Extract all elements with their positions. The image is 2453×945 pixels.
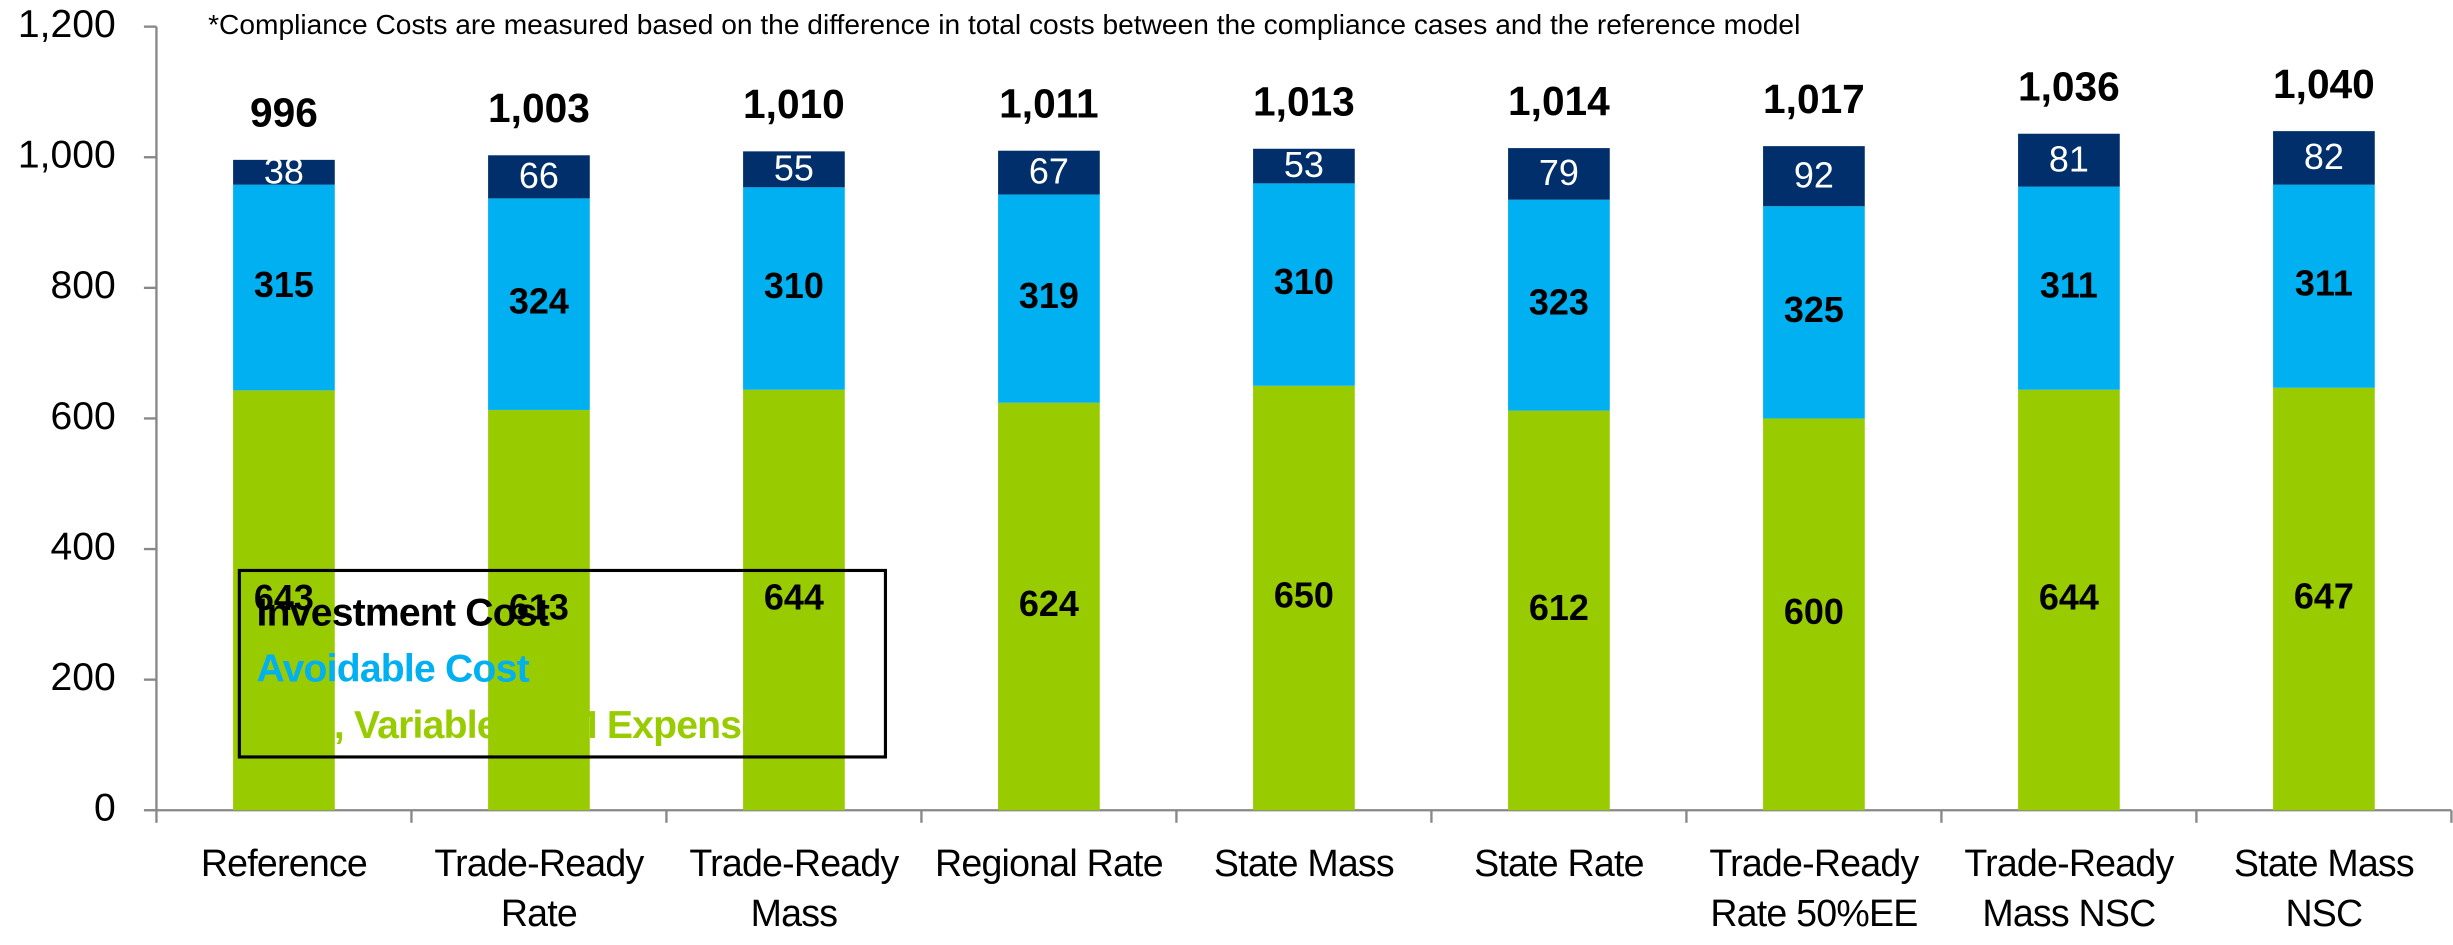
bar-segment bbox=[2273, 184, 2375, 388]
bar-segment bbox=[2018, 389, 2120, 811]
data-label: 92 bbox=[1794, 154, 1834, 195]
y-tick-label: 1,200 bbox=[18, 3, 116, 46]
x-tick-label: Trade-Ready Rate 50%EE bbox=[1709, 843, 1919, 936]
data-label: 643 bbox=[254, 577, 314, 618]
data-label: 323 bbox=[1529, 282, 1589, 323]
bar-segment bbox=[1508, 199, 1610, 411]
total-label: 1,036 bbox=[2018, 64, 2120, 110]
data-label: 315 bbox=[254, 264, 314, 305]
legend-entry: Avoidable Cost bbox=[256, 647, 530, 692]
legend-entry: Investment Cost bbox=[256, 590, 550, 635]
total-label: 1,014 bbox=[1508, 78, 1610, 124]
data-label: 55 bbox=[774, 147, 814, 188]
total-label: 1,010 bbox=[743, 81, 845, 127]
bar-segment bbox=[2018, 186, 2120, 390]
data-label: 310 bbox=[1274, 261, 1334, 302]
bar-segment bbox=[488, 198, 590, 410]
data-label: 319 bbox=[1019, 275, 1079, 316]
bar-segment bbox=[743, 389, 845, 811]
legend: Investment Cost Avoidable Cost Fuel, Varia… bbox=[237, 568, 888, 759]
x-tick-label: State Mass bbox=[1213, 843, 1395, 886]
total-label: 1,017 bbox=[1763, 76, 1865, 122]
x-tick-label: Regional Rate bbox=[935, 843, 1164, 886]
x-tick-label: Trade-Ready Rate bbox=[434, 843, 644, 936]
data-label: 644 bbox=[764, 576, 824, 617]
legend-entry: Fuel, Variable O&M Expense bbox=[256, 703, 763, 748]
data-label: 644 bbox=[2039, 576, 2099, 617]
data-label: 647 bbox=[2294, 575, 2354, 616]
x-tick-label: State Mass NSC bbox=[2233, 843, 2415, 936]
x-tick-label: Reference bbox=[200, 843, 368, 886]
total-label: 1,013 bbox=[1253, 79, 1355, 125]
data-label: 38 bbox=[264, 150, 304, 191]
bar-segment bbox=[1763, 418, 1865, 811]
data-label: 325 bbox=[1784, 289, 1844, 330]
x-tick-label: State Rate bbox=[1474, 843, 1644, 886]
data-label: 612 bbox=[1529, 587, 1589, 628]
data-label: 311 bbox=[2295, 263, 2353, 304]
bar-segment bbox=[998, 150, 1100, 195]
bar-segment bbox=[1253, 183, 1355, 386]
y-tick-label: 800 bbox=[51, 264, 116, 307]
y-tick-label: 200 bbox=[51, 656, 116, 699]
y-tick-label: 600 bbox=[51, 395, 116, 438]
bar-segment bbox=[1763, 146, 1865, 207]
bar-segment bbox=[2018, 133, 2120, 187]
bar-segment bbox=[233, 184, 335, 391]
total-label: 996 bbox=[250, 90, 318, 136]
bar-segment bbox=[1508, 148, 1610, 200]
y-tick-label: 0 bbox=[94, 787, 116, 830]
note: *Compliance Costs are measured based on … bbox=[208, 8, 1800, 40]
data-label: 82 bbox=[2304, 136, 2344, 177]
bar-segment bbox=[998, 194, 1100, 403]
bar-segment bbox=[2273, 131, 2375, 185]
bar-segment bbox=[488, 409, 590, 811]
data-label: 310 bbox=[764, 265, 824, 306]
data-label: 53 bbox=[1284, 144, 1324, 185]
total-label: 1,011 bbox=[999, 81, 1099, 127]
bar-segment bbox=[233, 390, 335, 811]
bar-segment bbox=[743, 151, 845, 188]
bar-segment bbox=[1508, 410, 1610, 811]
bar-segment bbox=[488, 155, 590, 199]
total-label: 1,003 bbox=[488, 85, 590, 131]
data-label: 66 bbox=[519, 155, 559, 196]
data-label: 624 bbox=[1019, 583, 1079, 624]
y-tick-label: 400 bbox=[51, 525, 116, 568]
total-label: 1,040 bbox=[2273, 61, 2375, 107]
data-label: 81 bbox=[2049, 138, 2089, 179]
y-tick-label: 1,000 bbox=[18, 134, 116, 177]
data-label: 311 bbox=[2040, 265, 2098, 306]
data-label: 79 bbox=[1539, 152, 1579, 193]
x-tick-label: Trade-Ready Mass bbox=[689, 843, 899, 936]
data-label: 613 bbox=[509, 587, 569, 628]
bar-segment bbox=[233, 159, 335, 185]
data-label: 67 bbox=[1029, 151, 1069, 192]
x-tick-label: Trade-Ready Mass NSC bbox=[1964, 843, 2174, 936]
bar-segment bbox=[1253, 385, 1355, 811]
data-label: 650 bbox=[1274, 575, 1334, 616]
data-label: 600 bbox=[1784, 591, 1844, 632]
data-label: 324 bbox=[509, 281, 569, 322]
bar-segment bbox=[1763, 206, 1865, 419]
bar-segment bbox=[743, 187, 845, 390]
bar-segment bbox=[2273, 387, 2375, 811]
bar-segment bbox=[1253, 148, 1355, 184]
bar-segment bbox=[998, 402, 1100, 811]
